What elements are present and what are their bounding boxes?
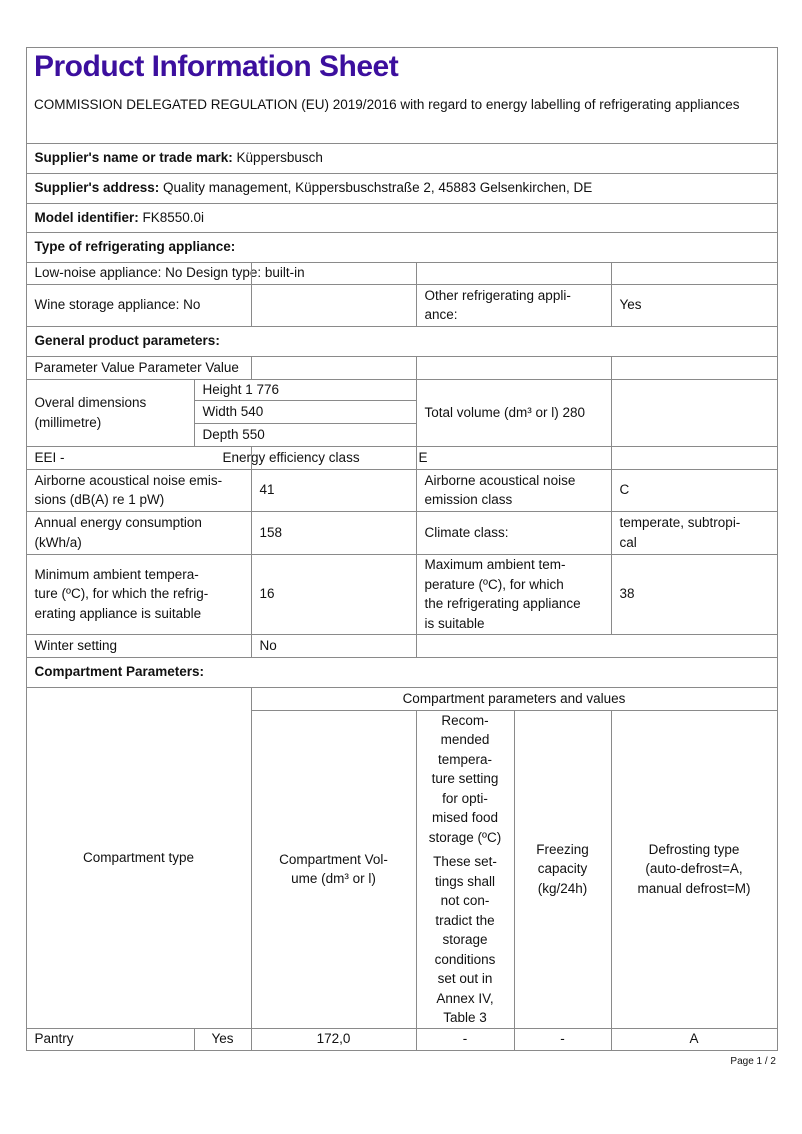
climate-class-label: Climate class:: [415, 510, 612, 555]
max-temp-label: Maximum ambient tem- perature (ºC), for …: [415, 553, 612, 635]
empty-cell: [415, 355, 612, 380]
compartment-present-cell: Yes: [193, 1027, 252, 1051]
model-value: FK8550.0i: [142, 209, 205, 225]
min-temp-label: Minimum ambient tempera- ture (ºC), for …: [25, 553, 252, 635]
dimensions-label: Overal dimensions (millimetre): [25, 378, 195, 447]
eei-cell: EEI - Energy efficiency class: [25, 445, 360, 470]
supplier-address-label: Supplier's address:: [34, 180, 160, 196]
type-heading: Type of refrigerating appliance:: [25, 231, 778, 263]
general-heading-text: General product parameters:: [34, 333, 220, 349]
compartment-volume-cell: 172,0: [250, 1027, 417, 1051]
page-title: Product Information Sheet: [34, 50, 399, 83]
height-cell: Height 1 776: [193, 378, 417, 401]
page-number: Page 1 / 2: [730, 1056, 776, 1067]
defrosting-type-header: Defrosting type (auto-defrost=A, manual …: [610, 709, 778, 1029]
empty-cell: [415, 633, 778, 658]
recommended-temp-note: These set- tings shall not con- tradict …: [433, 854, 497, 1025]
noise-class-value: C: [610, 468, 778, 512]
supplier-name-label: Supplier's name or trade mark:: [34, 150, 233, 166]
noise-label: Airborne acoustical noise emis- sions (d…: [25, 468, 252, 512]
empty-cell: [610, 355, 778, 380]
empty-cell: [250, 445, 417, 470]
empty-cell: [250, 355, 417, 380]
supplier-address-row: Supplier's address: Quality management, …: [25, 172, 778, 204]
energy-class-label: Energy efficiency class: [222, 449, 360, 465]
annual-energy-label: Annual energy consumption (kWh/a): [25, 510, 252, 555]
compartment-heading: Compartment Parameters:: [25, 656, 778, 688]
freezing-capacity-header: Freezing capacity (kg/24h): [513, 709, 612, 1029]
min-temp-value: 16: [250, 553, 417, 635]
compartment-freezing-cell: -: [513, 1027, 612, 1051]
noise-value: 41: [250, 468, 417, 512]
empty-cell: [610, 261, 778, 285]
compartment-type-cell: Pantry: [25, 1027, 195, 1051]
empty-cell: [250, 261, 417, 285]
winter-setting-label: Winter setting: [25, 633, 252, 658]
param-header-cell: Parameter Value Parameter Value: [25, 355, 252, 380]
empty-cell: [250, 283, 417, 327]
empty-cell: [610, 378, 778, 447]
winter-setting-value: No: [250, 633, 417, 658]
type-heading-text: Type of refrigerating appliance:: [34, 239, 236, 255]
climate-class-value: temperate, subtropi- cal: [610, 510, 778, 555]
supplier-name-value: Küppersbusch: [236, 150, 323, 166]
recommended-temp-header: Recom- mended tempera- ture setting for …: [415, 709, 515, 1029]
total-volume-cell: Total volume (dm³ or l) 280: [415, 378, 612, 447]
max-temp-value: 38: [610, 553, 778, 635]
wine-storage-cell: Wine storage appliance: No: [25, 283, 252, 327]
eei-label: EEI -: [34, 449, 65, 465]
compartment-defrost-cell: A: [610, 1027, 778, 1051]
noise-class-label: Airborne acoustical noise emission class: [415, 468, 612, 512]
volume-header: Compartment Vol- ume (dm³ or l): [250, 709, 417, 1029]
other-appliance-label: Other refrigerating appli- ance:: [415, 283, 612, 327]
compartment-heading-text: Compartment Parameters:: [34, 664, 205, 680]
compartment-type-header: Compartment type: [25, 686, 252, 1029]
supplier-name-row: Supplier's name or trade mark: Küppersbu…: [25, 142, 778, 174]
width-cell: Width 540: [193, 399, 417, 424]
model-label: Model identifier:: [34, 209, 139, 225]
empty-cell: [415, 261, 612, 285]
energy-class-value: E: [415, 445, 612, 470]
other-appliance-value: Yes: [610, 283, 778, 327]
compartment-temp-cell: -: [415, 1027, 515, 1051]
recommended-temp-text: Recom- mended tempera- ture setting for …: [428, 712, 502, 845]
low-noise-cell: Low-noise appliance: No Design type: bui…: [25, 261, 305, 285]
general-heading: General product parameters:: [25, 325, 778, 357]
regulation-text: COMMISSION DELEGATED REGULATION (EU) 201…: [34, 97, 740, 112]
depth-cell: Depth 550: [193, 422, 417, 447]
empty-cell: [610, 445, 778, 470]
compartment-group-header: Compartment parameters and values: [250, 686, 778, 711]
annual-energy-value: 158: [250, 510, 417, 555]
model-row: Model identifier: FK8550.0i: [25, 202, 778, 233]
supplier-address-value: Quality management, Küppersbuschstraße 2…: [163, 180, 593, 196]
